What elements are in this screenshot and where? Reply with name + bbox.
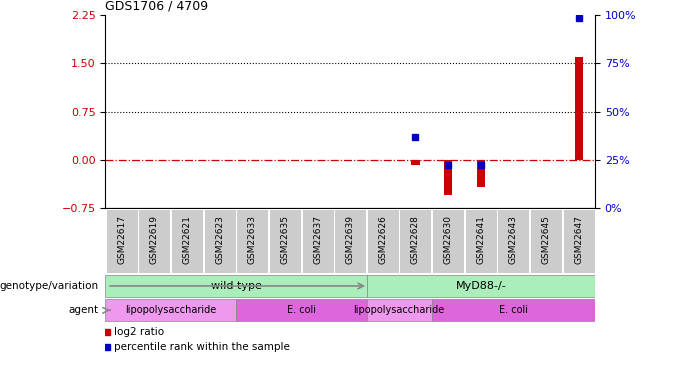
Bar xyxy=(367,209,399,273)
Text: GSM22639: GSM22639 xyxy=(345,215,355,264)
Text: GSM22633: GSM22633 xyxy=(248,215,257,264)
Bar xyxy=(399,209,432,273)
Text: E. coli: E. coli xyxy=(287,305,316,315)
Text: E. coli: E. coli xyxy=(499,305,528,315)
Text: GSM22628: GSM22628 xyxy=(411,215,420,264)
Bar xyxy=(497,209,530,273)
Text: GDS1706 / 4709: GDS1706 / 4709 xyxy=(105,0,209,12)
Bar xyxy=(367,299,432,321)
Text: log2 ratio: log2 ratio xyxy=(114,327,164,337)
Bar xyxy=(464,209,497,273)
Text: GSM22617: GSM22617 xyxy=(117,215,126,264)
Text: GSM22641: GSM22641 xyxy=(476,215,486,264)
Text: wild type: wild type xyxy=(211,281,261,291)
Bar xyxy=(334,209,367,273)
Bar xyxy=(432,209,464,273)
Bar xyxy=(301,209,334,273)
Text: GSM22645: GSM22645 xyxy=(541,215,551,264)
Text: GSM22647: GSM22647 xyxy=(574,215,583,264)
Bar xyxy=(105,275,367,297)
Bar xyxy=(105,299,236,321)
Bar xyxy=(105,209,138,273)
Text: lipopolysaccharide: lipopolysaccharide xyxy=(125,305,216,315)
Bar xyxy=(203,209,236,273)
Text: GSM22635: GSM22635 xyxy=(280,215,290,264)
Bar xyxy=(138,209,171,273)
Text: GSM22619: GSM22619 xyxy=(150,215,159,264)
Text: MyD88-/-: MyD88-/- xyxy=(456,281,506,291)
Bar xyxy=(367,275,595,297)
Text: GSM22643: GSM22643 xyxy=(509,215,518,264)
Bar xyxy=(171,209,203,273)
Bar xyxy=(411,160,420,165)
Text: agent: agent xyxy=(69,305,99,315)
Bar xyxy=(530,209,562,273)
Text: GSM22626: GSM22626 xyxy=(378,215,388,264)
Bar xyxy=(236,209,269,273)
Text: percentile rank within the sample: percentile rank within the sample xyxy=(114,342,290,352)
Text: GSM22630: GSM22630 xyxy=(443,215,453,264)
Bar xyxy=(432,299,595,321)
Text: lipopolysaccharide: lipopolysaccharide xyxy=(354,305,445,315)
Bar xyxy=(236,299,367,321)
Bar xyxy=(562,209,595,273)
Text: genotype/variation: genotype/variation xyxy=(0,281,99,291)
Bar xyxy=(477,160,485,187)
Text: GSM22621: GSM22621 xyxy=(182,215,192,264)
Text: GSM22637: GSM22637 xyxy=(313,215,322,264)
Bar xyxy=(575,57,583,160)
Text: GSM22623: GSM22623 xyxy=(215,215,224,264)
Bar xyxy=(444,160,452,195)
Bar xyxy=(269,209,301,273)
